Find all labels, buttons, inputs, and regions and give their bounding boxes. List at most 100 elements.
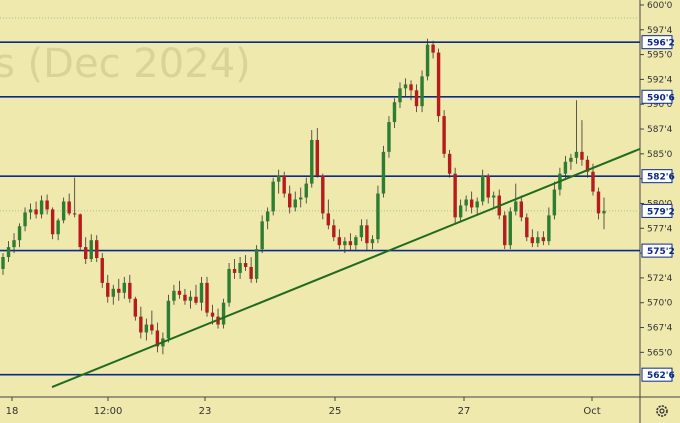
level-price-label: 582'6 [647,173,675,183]
candle-body [282,175,286,194]
candle [475,197,479,216]
candle-body [144,324,149,333]
candle-body [365,225,369,244]
candle [343,237,347,254]
candle [348,233,353,252]
candle [453,167,457,224]
candle [574,100,579,164]
candle [381,145,386,198]
candle [243,255,248,271]
price-tick-label: 570'0 [647,299,673,309]
candle [155,322,160,353]
candle-body [12,240,16,248]
candle-body [536,237,540,244]
level-price-label-box [641,89,673,104]
candle-body [139,316,143,333]
level-price-label-box [641,35,673,50]
candle-body [387,122,391,152]
candle-body [166,300,171,339]
candle [387,116,391,158]
candle-body [34,209,38,215]
candle-body [442,116,446,154]
settings-button[interactable] [656,405,668,417]
candle-body [67,201,71,214]
candle-body [354,237,358,246]
candle-body [469,199,474,208]
candle-body [321,175,325,214]
candle [409,80,413,101]
candle-body [45,200,49,210]
price-tick-label: 590'0 [647,100,673,110]
candle-body [337,237,342,246]
candle-body [172,290,176,301]
price-tick-label: 592'4 [647,75,673,85]
candle [530,229,535,248]
candle [89,234,93,263]
candle-body [232,268,237,273]
current-price-label: 579'2 [647,207,675,217]
candle [95,235,99,263]
candle [580,120,584,166]
candle-body [403,84,408,89]
candle-body [596,191,601,214]
candle-body [28,209,33,213]
symbol-watermark: s (Dec 2024) [0,41,251,87]
time-tick-label: 18 [6,406,19,417]
candle [111,284,115,305]
time-tick-label: 25 [329,406,342,417]
candle [271,177,275,216]
candle-body [585,159,590,172]
candle [23,207,27,232]
candle [183,288,187,305]
candle-body [61,201,66,221]
candle [359,219,364,242]
candle-body [133,298,138,317]
price-tick-label: 585'0 [647,150,673,160]
candle-body [205,282,209,313]
candle [552,181,557,220]
candle [122,276,127,299]
candle-body [376,193,380,240]
candle [563,155,568,180]
candle-body [503,215,507,246]
level-price-label-box [641,367,673,382]
candle-body [243,263,248,267]
candle [265,207,270,230]
candle [469,191,474,214]
candle [354,235,358,252]
candle-body [265,211,270,222]
candle [17,223,22,248]
level-price-label: 596'2 [647,39,675,49]
gear-icon[interactable] [656,405,668,417]
candle-body [310,139,314,184]
candles [1,38,606,355]
time-axis-ticks: 18 12:00 23 25 27 Oct [6,397,601,417]
candle [541,231,546,246]
candle-body [541,237,546,242]
candle-body [392,102,397,123]
candle-body [106,282,110,297]
level-price-labels: 596'2 590'6 582'6 575'2 562'6 579'2 [641,35,675,382]
candle [492,191,496,208]
candle-body [552,189,557,216]
price-tick-label: 595'0 [647,51,673,61]
candle-body [6,247,11,258]
candle [172,284,176,305]
candle [569,153,573,170]
candle-body [486,175,490,198]
candle-body [574,151,579,158]
candle-body [288,193,292,208]
candle [166,294,171,343]
time-tick-label: 23 [199,406,212,417]
candle [414,84,419,113]
plot-background [0,0,640,397]
candle-body [436,52,441,117]
candle [299,187,303,208]
level-price-label: 562'6 [647,371,675,381]
candle-body [95,240,99,259]
candle [227,263,231,307]
candle [447,149,452,178]
candle [392,98,397,129]
candle [188,290,193,309]
